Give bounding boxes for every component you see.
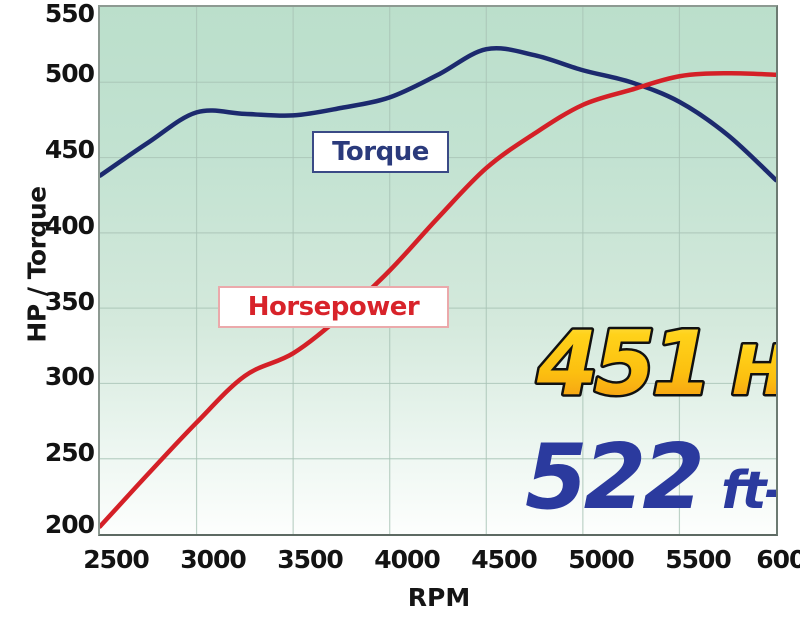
y-axis-tick-labels: 550 500 450 400 350 300 250 200: [26, 0, 95, 560]
gridlines: [100, 7, 776, 534]
x-tick-5500: 5500: [665, 545, 732, 574]
legend-callout-torque: Torque: [312, 131, 449, 173]
y-tick-400: 400: [44, 211, 95, 240]
x-tick-4000: 4000: [374, 545, 441, 574]
y-tick-200: 200: [44, 510, 95, 539]
series-line-horsepower: [100, 70, 776, 529]
y-tick-450: 450: [44, 135, 95, 164]
y-tick-550: 550: [44, 0, 95, 28]
y-tick-350: 350: [44, 287, 95, 316]
series-line-torque: [100, 45, 776, 183]
x-tick-3500: 3500: [277, 545, 344, 574]
x-axis-title: RPM: [407, 583, 471, 612]
y-tick-500: 500: [44, 59, 95, 88]
y-tick-250: 250: [44, 438, 95, 467]
y-tick-300: 300: [44, 362, 95, 391]
legend-label-horsepower: Horsepower: [247, 292, 420, 322]
plot-area: Torque Horsepower 451 HP: [98, 5, 778, 536]
series-lines: [100, 45, 776, 529]
plot-canvas: [100, 7, 776, 534]
x-tick-4500: 4500: [471, 545, 538, 574]
x-tick-3000: 3000: [180, 545, 247, 574]
x-tick-5000: 5000: [568, 545, 635, 574]
x-tick-2500: 2500: [83, 545, 150, 574]
legend-label-torque: Torque: [332, 137, 429, 167]
legend-callout-horsepower: Horsepower: [218, 286, 449, 328]
x-tick-6000: 6000: [756, 545, 800, 574]
